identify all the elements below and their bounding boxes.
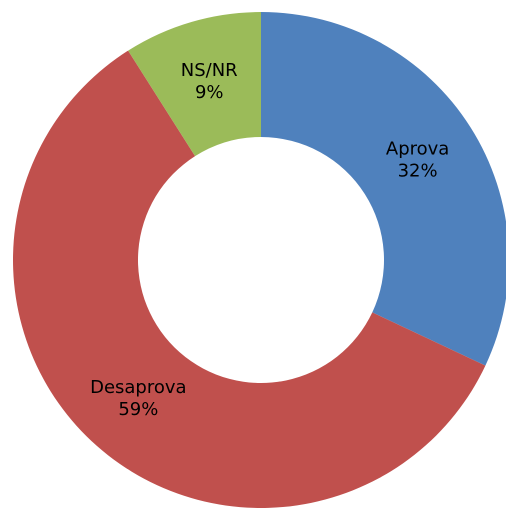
donut-slice — [12, 50, 486, 508]
donut-slice — [261, 12, 506, 366]
slice-category-label: Desaprova — [90, 377, 186, 398]
slice-value-label: 59% — [118, 399, 158, 420]
slice-value-label: 32% — [398, 161, 438, 182]
slice-category-label: Aprova — [386, 139, 449, 160]
slice-value-label: 9% — [195, 82, 224, 103]
slice-category-label: NS/NR — [181, 60, 238, 81]
donut-slice — [128, 12, 261, 157]
